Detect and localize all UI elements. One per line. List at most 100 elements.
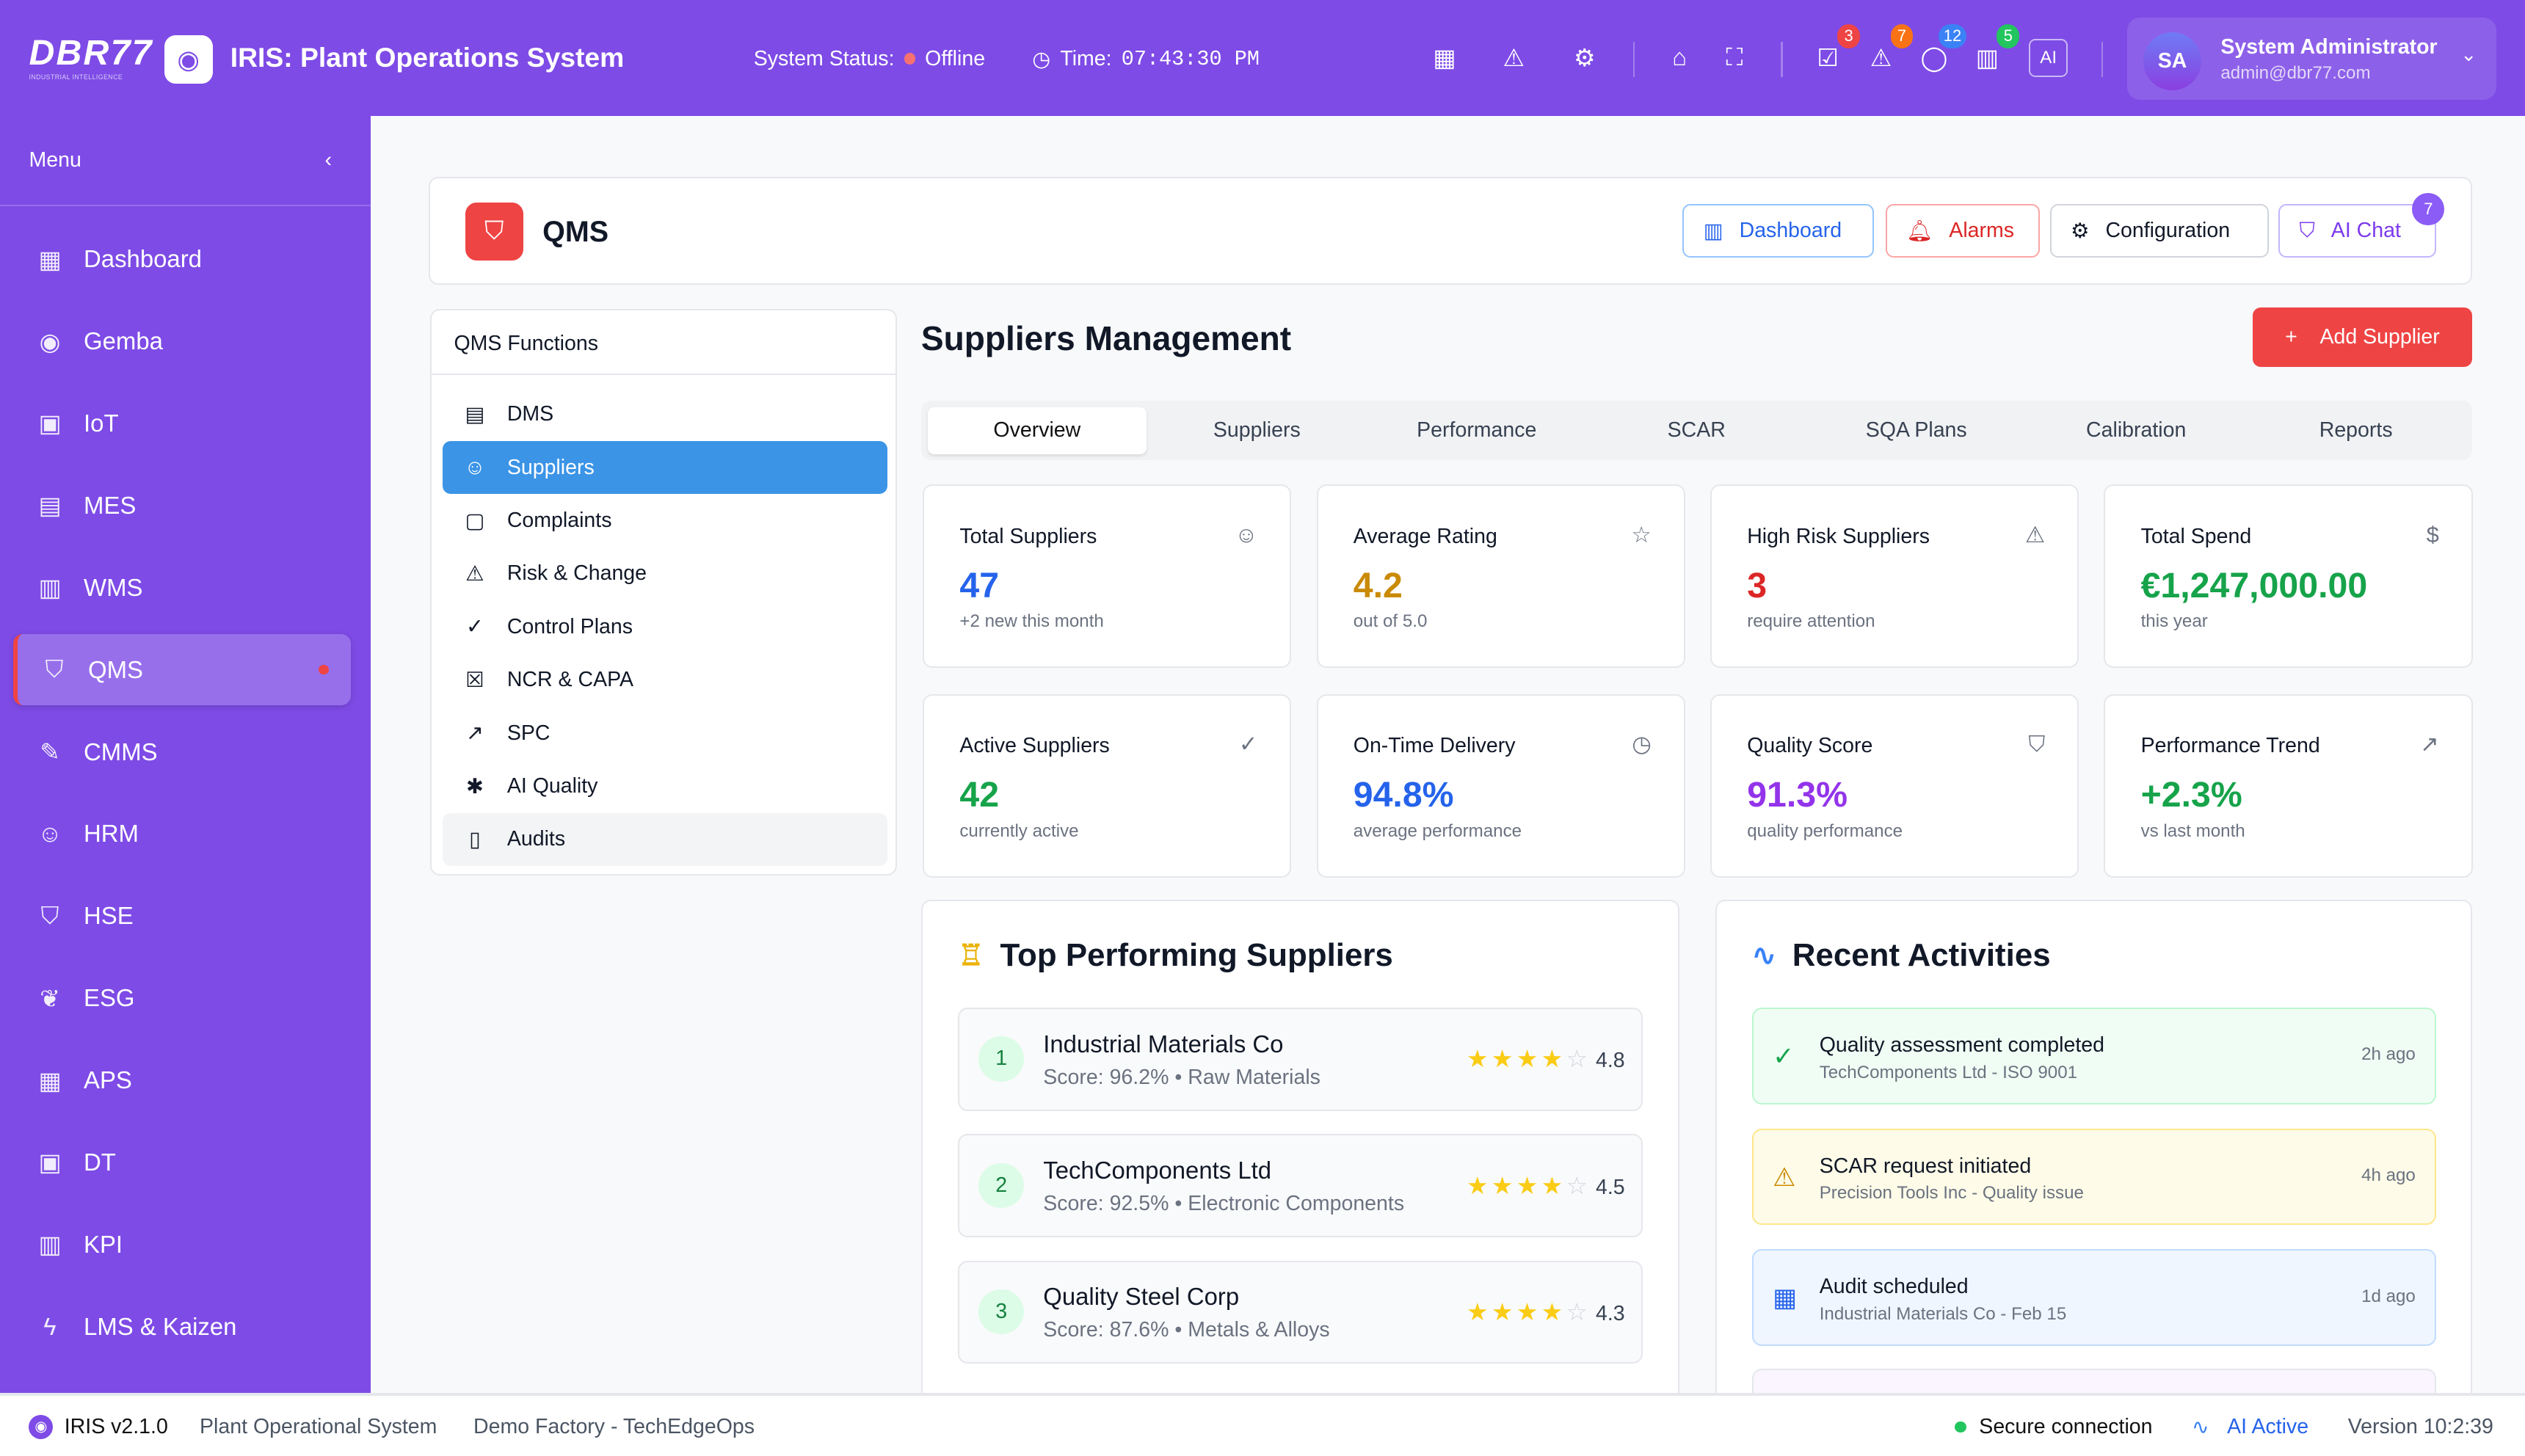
sidebar-item-hse[interactable]: ⛉ HSE — [13, 881, 352, 952]
activity-item[interactable]: ✓ Quality assessment completed TechCompone… — [1751, 1008, 2437, 1104]
tasks-badge: 3 — [1837, 23, 1860, 48]
sidebar-item-dt[interactable]: ▣ DT — [13, 1127, 352, 1198]
function-item-audits[interactable]: ▯ Audits — [443, 812, 887, 867]
star-icon: ★ — [1541, 1171, 1566, 1199]
sidebar-item-gemba[interactable]: ◉ Gemba — [13, 306, 352, 377]
sidebar-item-esg[interactable]: ❦ ESG — [13, 963, 352, 1034]
stat-value: +2.3% — [2140, 775, 2242, 815]
function-item-suppliers[interactable]: ☺ Suppliers — [443, 440, 887, 495]
divider — [1781, 42, 1783, 78]
activity-item[interactable]: ▦ Audit scheduled Industrial Materials Co … — [1751, 1249, 2437, 1346]
tab-performance[interactable]: Performance — [1417, 418, 1537, 443]
system-status: System Status: Offline — [754, 47, 985, 71]
function-item-dms[interactable]: ▤ DMS — [443, 388, 887, 441]
avatar: SA — [2143, 32, 2202, 90]
sidebar-icon: ▦ — [38, 245, 62, 273]
stat-value: 3 — [1747, 565, 1768, 605]
sidebar: Menu ‹ ▦ Dashboard ◉ Gemba ▣ IoT ▤ MES ▥ WMS ⛉ QMS ✎ C… — [0, 115, 371, 1393]
function-item-risk-change[interactable]: ⚠ Risk & Change — [443, 547, 887, 600]
ai-button[interactable]: AI — [2029, 38, 2068, 78]
active-dot — [319, 665, 329, 675]
status-dot — [904, 53, 915, 65]
sidebar-item-cmms[interactable]: ✎ CMMS — [13, 716, 352, 787]
rating-value: 4.5 — [1595, 1175, 1625, 1199]
shield-icon: ⛉ — [465, 203, 523, 261]
sidebar-item-label: Gemba — [84, 327, 163, 355]
building-icon[interactable]: ▥ 5 — [1971, 23, 2020, 72]
tab-suppliers[interactable]: Suppliers — [1213, 418, 1301, 443]
tab-calibration[interactable]: Calibration — [2086, 418, 2187, 443]
supplier-item[interactable]: 3 Quality Steel Corp Score: 87.6% • Metals… — [958, 1260, 1643, 1364]
warning-icon[interactable]: ⚠ — [1503, 44, 1525, 72]
configuration-button[interactable]: ⚙ Configuration — [2049, 204, 2269, 258]
dashboard-button[interactable]: ▥ Dashboard — [1682, 204, 1875, 258]
activity-item[interactable]: ⚠ SCAR request initiated Precision Tools I… — [1751, 1128, 2437, 1226]
alarms-button[interactable]: 🔔︎ Alarms — [1885, 204, 2041, 258]
dbr77-logo[interactable]: DBR77 INDUSTRIAL INTELLIGENCE — [29, 32, 153, 81]
building-badge: 5 — [1997, 23, 2020, 48]
chat-icon[interactable]: ◯ 12 — [1918, 23, 1966, 72]
sidebar-item-kpi[interactable]: ▥ KPI — [13, 1209, 352, 1281]
scan-icon[interactable]: ⛶ — [1726, 43, 1743, 71]
function-item-ai-quality[interactable]: ✱ AI Quality — [443, 760, 887, 812]
function-item-ncr-capa[interactable]: ☒ NCR & CAPA — [443, 654, 887, 707]
gear-icon[interactable]: ⚙ — [1574, 44, 1596, 72]
stat-label: Quality Score — [1747, 734, 1873, 758]
supplier-name: TechComponents Ltd — [1043, 1156, 1272, 1184]
sidebar-item-lms-kaizen[interactable]: ϟ LMS & Kaizen — [13, 1292, 352, 1363]
stat-value: 4.2 — [1353, 565, 1403, 605]
ai-chat-button[interactable]: ⛉ AI Chat 7 — [2278, 192, 2445, 258]
grid-icon[interactable]: ▦ — [1433, 44, 1456, 72]
star-icon: ★ — [1467, 1171, 1492, 1199]
user-menu[interactable]: SA System Administrator admin@dbr77.com … — [2127, 18, 2496, 100]
function-label: Audits — [506, 827, 566, 851]
star-icon: ★ — [1516, 1171, 1541, 1199]
sidebar-item-label: HRM — [84, 820, 139, 848]
stat-icon: ⚠ — [2024, 521, 2046, 547]
alert-icon[interactable]: ⚠ 7 — [1865, 23, 1914, 72]
sidebar-item-label: APS — [84, 1066, 132, 1094]
stat-label: Active Suppliers — [959, 734, 1110, 758]
sidebar-item-label: KPI — [84, 1230, 123, 1258]
supplier-item[interactable]: 2 TechComponents Ltd Score: 92.5% • Electr… — [958, 1134, 1643, 1237]
add-supplier-label: Add Supplier — [2319, 325, 2440, 349]
add-supplier-button[interactable]: + Add Supplier — [2253, 307, 2472, 368]
sidebar-item-mes[interactable]: ▤ MES — [13, 470, 352, 542]
sidebar-icon: ▣ — [38, 1149, 62, 1176]
function-label: Control Plans — [506, 614, 633, 638]
sidebar-item-qms[interactable]: ⛉ QMS — [12, 634, 352, 705]
sidebar-item-aps[interactable]: ▦ APS — [13, 1045, 352, 1116]
sidebar-item-dashboard[interactable]: ▦ Dashboard — [13, 224, 352, 295]
award-icon: ♖ — [958, 939, 984, 972]
function-icon: ▤ — [465, 402, 485, 426]
sidebar-icon: ▦ — [38, 1066, 62, 1094]
user-email: admin@dbr77.com — [2220, 62, 2371, 83]
star-icon: ★ — [1467, 1297, 1492, 1325]
sidebar-item-wms[interactable]: ▥ WMS — [13, 553, 352, 624]
sidebar-item-iot[interactable]: ▣ IoT — [13, 388, 352, 459]
ai-active-status: AI Active — [2227, 1415, 2309, 1439]
function-item-control-plans[interactable]: ✓ Control Plans — [443, 600, 887, 653]
function-item-complaints[interactable]: ▢ Complaints — [443, 494, 887, 547]
collapse-chevron-icon[interactable]: ‹ — [324, 148, 332, 172]
tab-overview[interactable]: Overview — [927, 407, 1147, 454]
tab-reports[interactable]: Reports — [2319, 418, 2393, 443]
recent-activities-panel: ∿ Recent Activities ✓ Quality assessment c… — [1715, 900, 2472, 1416]
home-icon[interactable]: ⌂ — [1672, 43, 1687, 71]
module-header: ⛉ QMS ▥ Dashboard 🔔︎ Alarms ⚙ Configuration… — [428, 177, 2472, 285]
supplier-item[interactable]: 1 Industrial Materials Co Score: 96.2% • R… — [958, 1008, 1643, 1111]
time-value: 07:43:30 PM — [1121, 46, 1260, 71]
activity-type-icon: ⚠ — [1773, 1162, 1796, 1192]
sidebar-item-hrm[interactable]: ☺ HRM — [13, 798, 352, 870]
star-icon: ★ — [1491, 1171, 1516, 1199]
star-icon: ★ — [1541, 1297, 1566, 1325]
tasks-icon[interactable]: ☑ 3 — [1812, 23, 1860, 72]
activity-title: SCAR request initiated — [1819, 1154, 2032, 1178]
supplier-score: Score: 92.5% • Electronic Components — [1043, 1192, 1405, 1216]
function-item-spc[interactable]: ↗ SPC — [443, 707, 887, 760]
activity-subtitle: TechComponents Ltd - ISO 9001 — [1819, 1062, 2078, 1082]
tab-scar[interactable]: SCAR — [1667, 418, 1726, 443]
tab-sqa-plans[interactable]: SQA Plans — [1865, 418, 1967, 443]
stat-label: Total Spend — [2140, 525, 2252, 548]
stat-subtitle: average performance — [1353, 820, 1522, 841]
